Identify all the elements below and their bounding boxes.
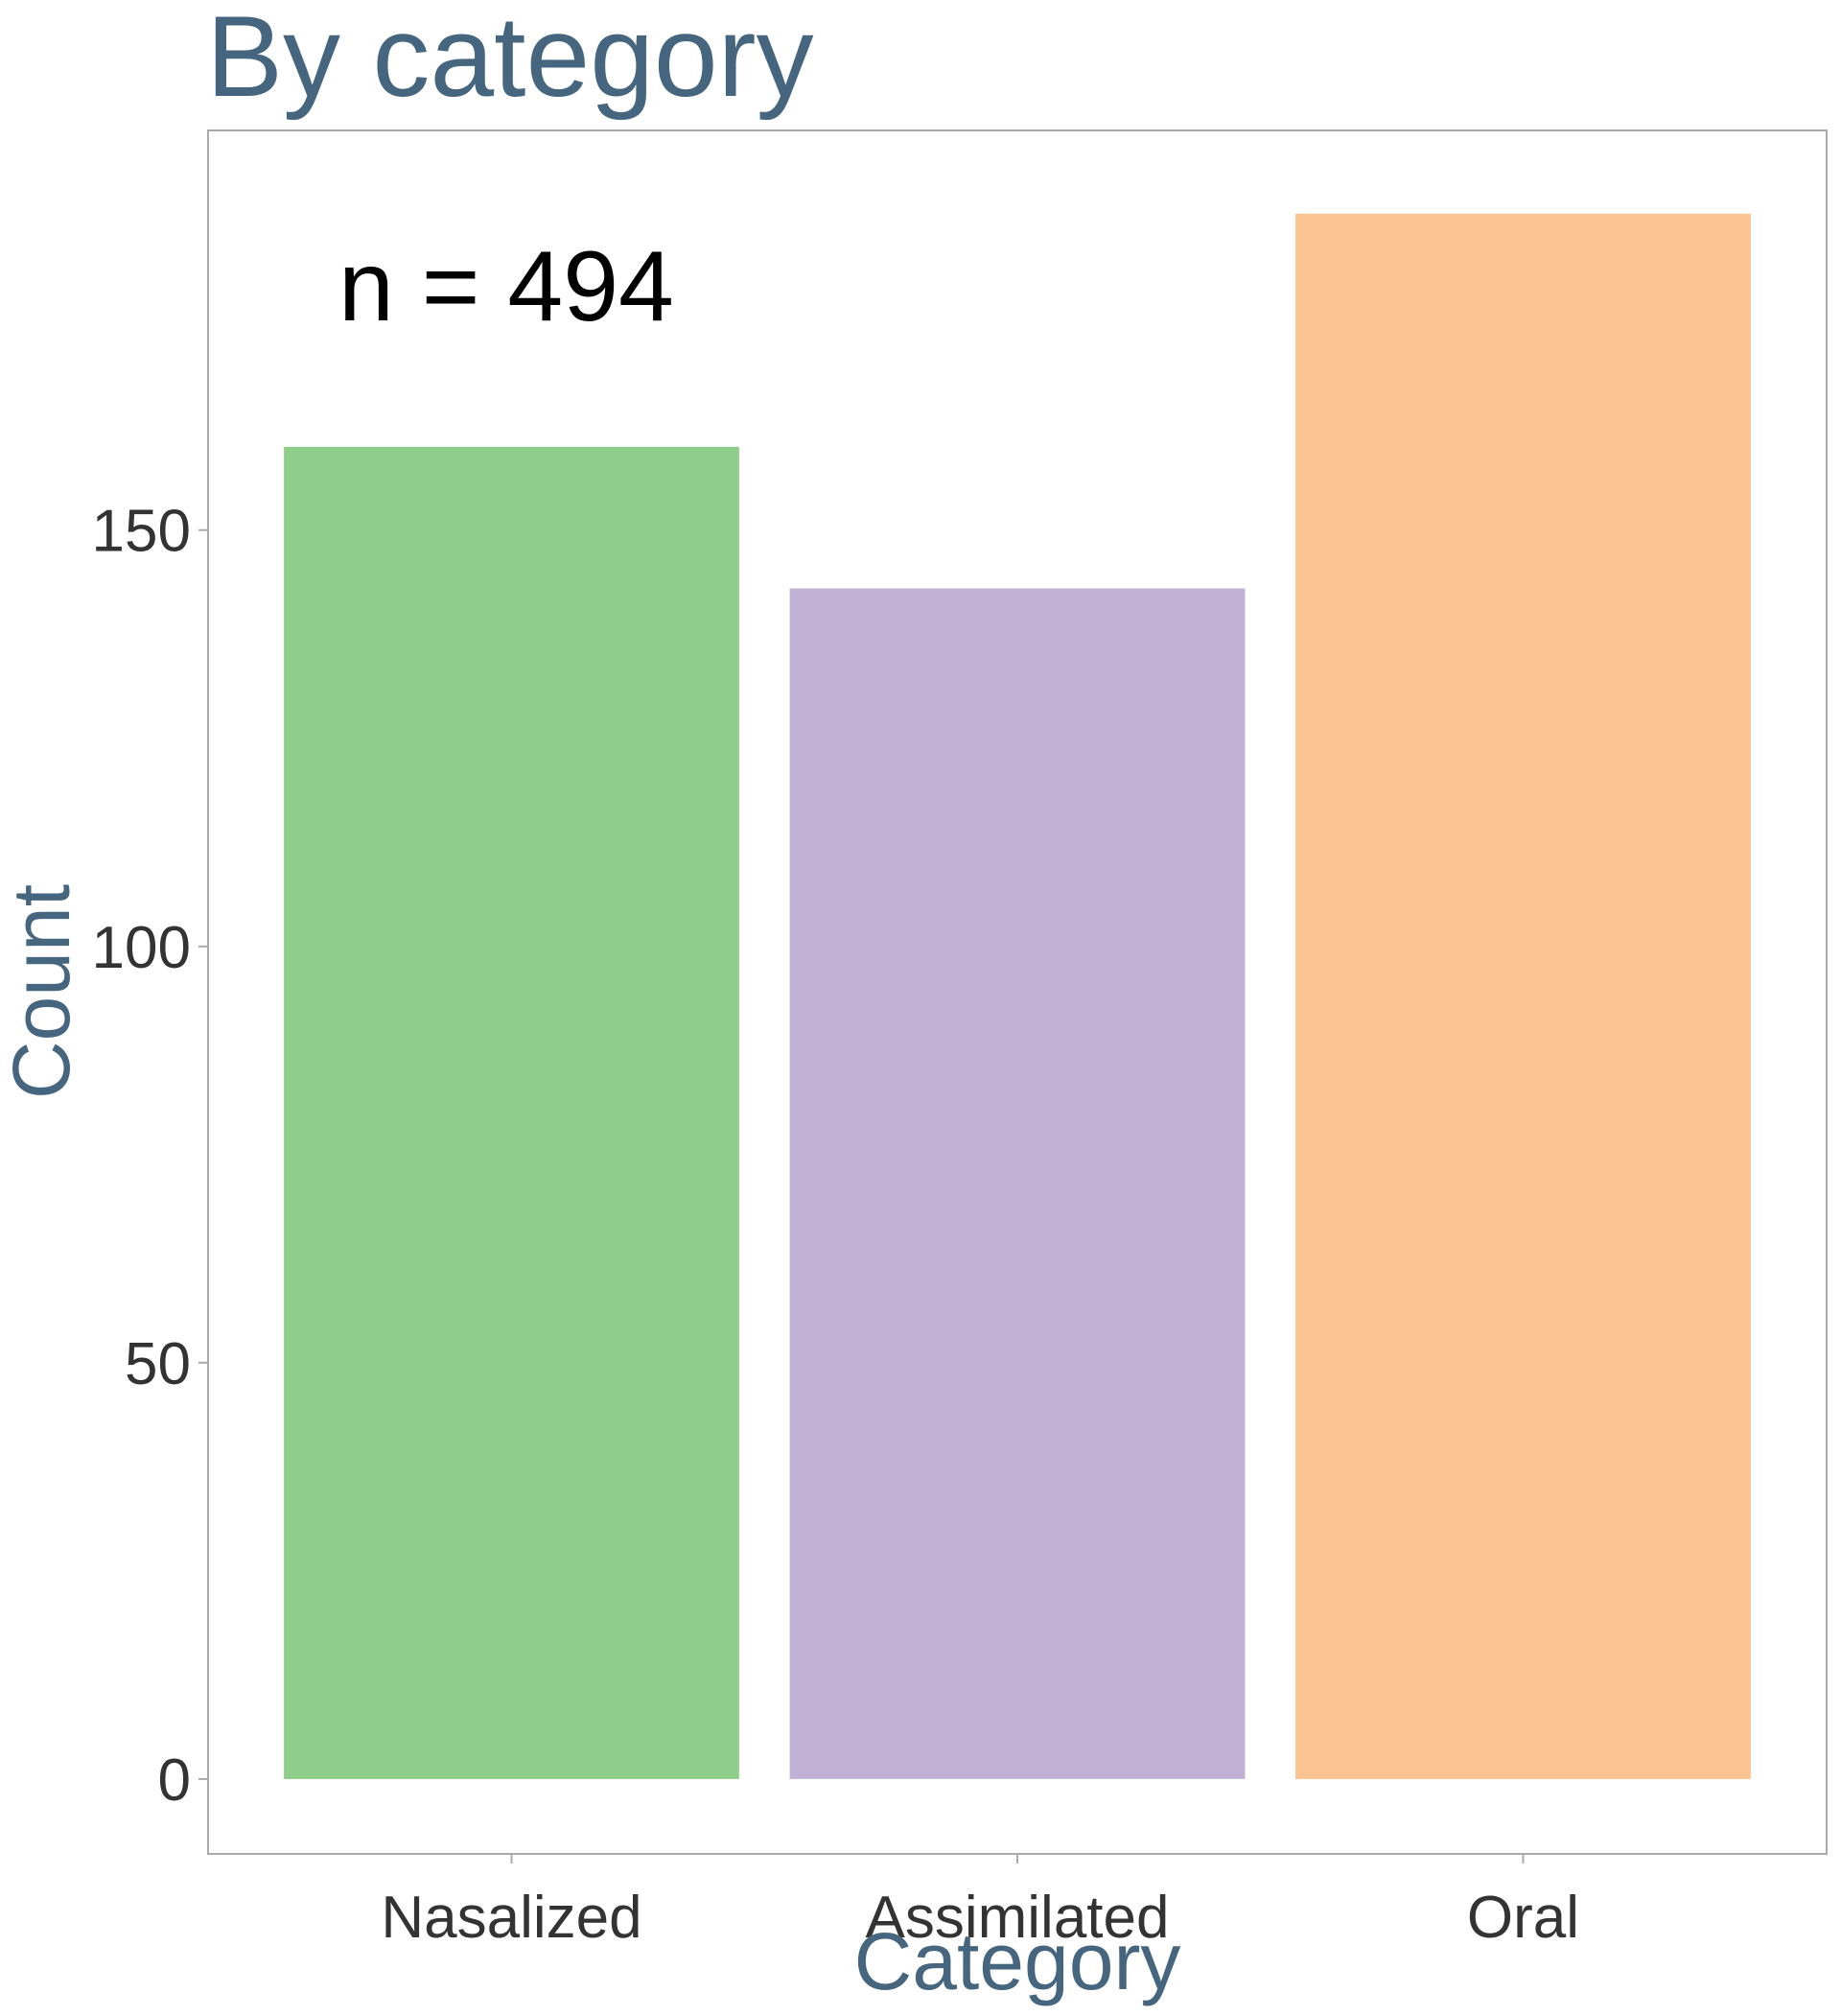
y-tick-label: 0 (158, 1747, 191, 1814)
x-tick-label: Assimilated (866, 1885, 1170, 1951)
y-axis-title: Count (0, 884, 86, 1099)
bar-nasalized (284, 446, 739, 1779)
x-axis: Nasalized Assimilated Oral (381, 1854, 1579, 1951)
y-tick-label: 50 (125, 1331, 191, 1397)
chart-title: By category (206, 0, 814, 121)
sample-size-annotation: n = 494 (338, 231, 674, 342)
x-tick-label: Oral (1467, 1885, 1579, 1951)
x-tick-label: Nasalized (381, 1885, 641, 1951)
x-axis-title: Category (854, 1916, 1181, 2006)
y-tick-label: 150 (92, 499, 191, 565)
bar-oral (1295, 213, 1751, 1779)
y-tick-label: 100 (92, 915, 191, 981)
bar-assimilated (789, 588, 1246, 1779)
bars-group (284, 213, 1751, 1779)
y-axis: 0 50 100 150 (92, 499, 208, 1814)
